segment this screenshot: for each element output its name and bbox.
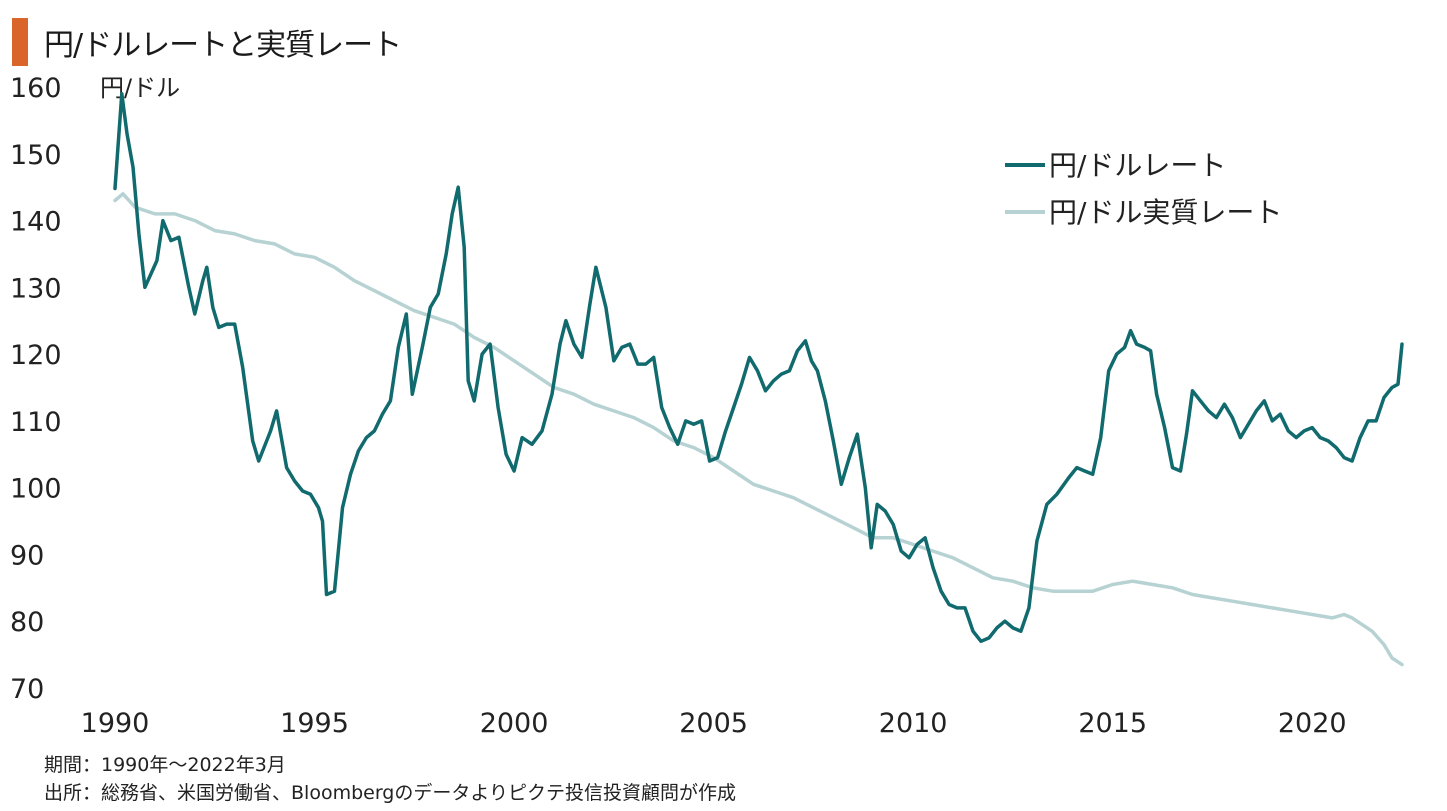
y-tick-label: 110 [10, 407, 62, 438]
x-tick-label: 2020 [1278, 708, 1347, 739]
x-tick-label: 2005 [679, 708, 748, 739]
y-axis-unit-label: 円/ドル [100, 74, 180, 102]
series-line-nominal [113, 91, 1404, 644]
y-tick-label: 120 [10, 340, 62, 371]
chart-title-block: 円/ドルレートと実質レート [12, 18, 402, 66]
y-tick-label: 70 [10, 674, 44, 705]
chart-title: 円/ドルレートと実質レート [44, 28, 402, 63]
series-line-real [113, 192, 1404, 667]
y-tick-label: 130 [10, 273, 62, 304]
y-tick-label: 160 [10, 73, 62, 104]
legend-label: 円/ドルレート [1049, 149, 1226, 182]
x-tick-label: 2000 [480, 708, 549, 739]
series-group [113, 91, 1404, 667]
y-axis: 160 150 140 130 120 110 100 90 80 70 [10, 73, 62, 705]
y-tick-label: 90 [10, 540, 44, 571]
x-tick-label: 2010 [879, 708, 948, 739]
y-tick-label: 140 [10, 207, 62, 238]
title-accent-bar [12, 18, 28, 66]
x-tick-label: 2015 [1078, 708, 1147, 739]
legend-label: 円/ドル実質レート [1049, 196, 1282, 229]
x-tick-label: 1995 [280, 708, 349, 739]
y-tick-label: 100 [10, 474, 62, 505]
x-tick-label: 1990 [81, 708, 150, 739]
y-tick-label: 150 [10, 140, 62, 171]
x-axis: 1990 1995 2000 2005 2010 2015 2020 [81, 708, 1347, 739]
y-tick-label: 80 [10, 607, 44, 638]
footnote-source: 出所：総務省、米国労働省、Bloombergのデータよりピクテ投信投資顧問が作成 [44, 782, 736, 804]
footnote-period: 期間：1990年～2022年3月 [44, 754, 286, 776]
